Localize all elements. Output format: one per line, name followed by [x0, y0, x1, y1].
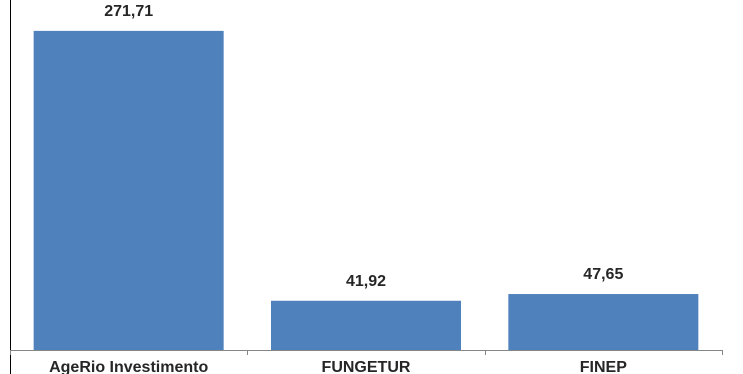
- category-labels-group: AgeRio Investimento FUNGETUR FINEP: [49, 359, 627, 374]
- x-axis-ticks: [10, 350, 723, 355]
- data-label-1: 271,71: [104, 3, 153, 20]
- bar-3: [508, 294, 699, 350]
- category-label-1: AgeRio Investimento: [49, 359, 208, 374]
- bars-group: [33, 30, 699, 351]
- category-label-2: FUNGETUR: [322, 359, 411, 374]
- bar-2: [271, 300, 461, 350]
- data-labels-group: 271,71 41,92 47,65: [104, 3, 623, 290]
- bar-1: [33, 30, 224, 351]
- data-label-3: 47,65: [583, 266, 623, 283]
- category-label-3: FINEP: [580, 359, 627, 374]
- data-label-2: 41,92: [346, 273, 386, 290]
